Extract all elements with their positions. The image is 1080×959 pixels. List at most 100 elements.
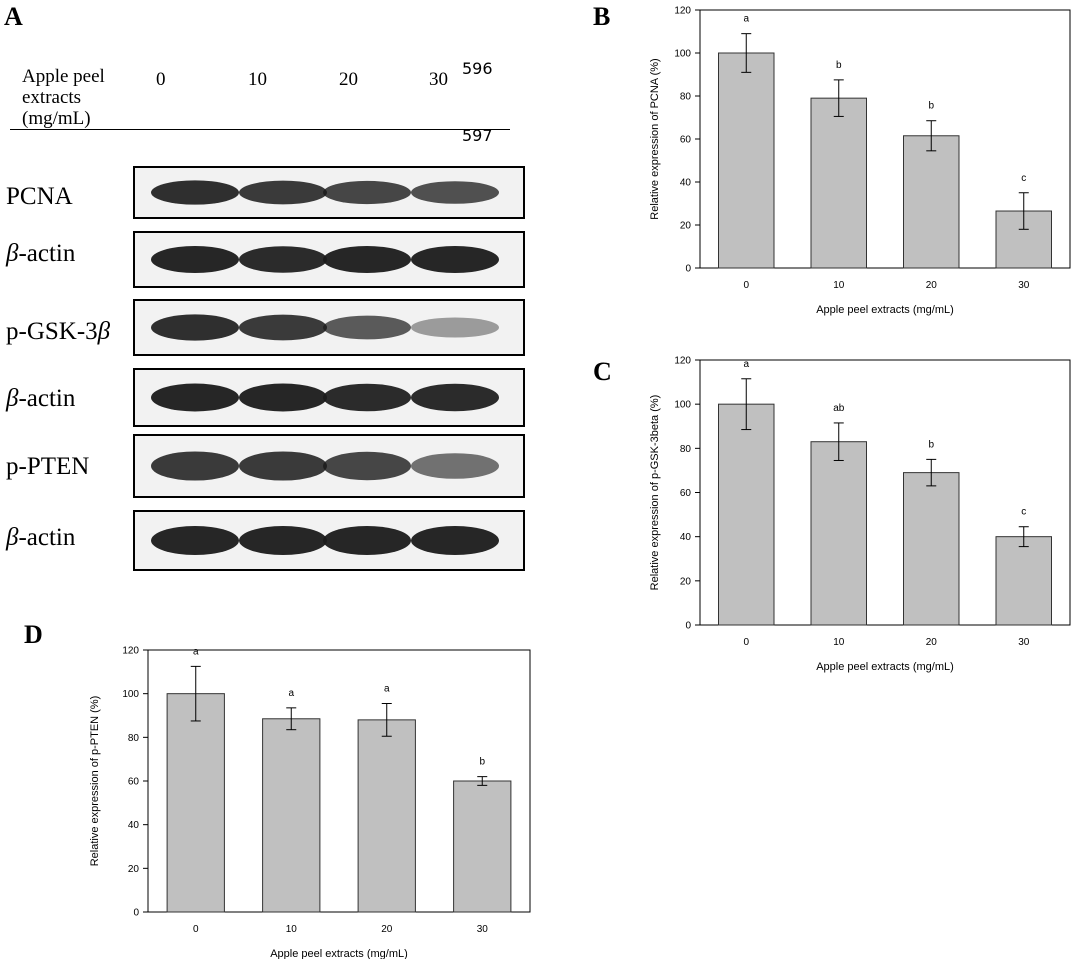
blot-band: [239, 451, 327, 481]
blot-band: [239, 383, 327, 412]
x-tick-label: 30: [1018, 637, 1030, 648]
x-tick-label: 20: [926, 280, 938, 291]
y-tick-label: 120: [674, 6, 691, 17]
bar: [903, 472, 960, 626]
bar: [166, 693, 225, 913]
x-tick-label: 30: [477, 924, 489, 935]
beta-symbol: β: [6, 385, 19, 412]
blot-band: [239, 246, 327, 273]
significance-letter: a: [743, 359, 749, 370]
bar: [810, 97, 867, 269]
dose-label-0: 0: [156, 69, 166, 90]
y-tick-label: 40: [128, 820, 140, 831]
panel-d-letter: D: [24, 620, 43, 649]
x-tick-label: 0: [193, 924, 199, 935]
y-tick-label: 40: [680, 532, 692, 543]
significance-letter: ab: [833, 403, 845, 414]
bar: [262, 718, 321, 913]
y-tick-label: 60: [680, 135, 692, 146]
treatment-header-line-2: extracts: [22, 87, 82, 108]
blot-band: [151, 180, 239, 205]
panel-a-letter: A: [4, 2, 23, 31]
y-tick-label: 120: [674, 356, 691, 367]
blot-band: [323, 315, 411, 340]
blot-label-pcna: PCNA: [6, 183, 73, 210]
x-tick-label: 30: [1018, 280, 1030, 291]
y-tick-label: 40: [680, 178, 692, 189]
header-divider: [10, 129, 510, 130]
blot-band: [151, 314, 239, 341]
blot-band: [323, 451, 411, 481]
blot-pgsk3b: [133, 299, 525, 356]
y-tick-label: 60: [680, 488, 692, 499]
y-tick-label: 100: [674, 400, 691, 411]
blot-band: [411, 317, 499, 338]
y-tick-label: 80: [680, 444, 692, 455]
y-tick-label: 20: [128, 864, 140, 875]
x-axis-title: Apple peel extracts (mg/mL): [816, 304, 954, 316]
y-tick-label: 100: [674, 49, 691, 60]
y-tick-label: 20: [680, 576, 692, 587]
x-tick-label: 0: [743, 637, 749, 648]
bar: [453, 780, 512, 913]
blot-label-text: -actin: [18, 524, 76, 551]
beta-symbol: β: [6, 240, 19, 267]
blot-band: [151, 526, 239, 555]
significance-letter: a: [193, 646, 199, 657]
blot-band: [411, 453, 499, 479]
beta-symbol: β: [97, 318, 111, 345]
line-number-596: 596: [462, 59, 493, 78]
x-tick-label: 10: [286, 924, 298, 935]
treatment-header-line-3: (mg/mL): [22, 108, 91, 129]
blot-band: [323, 246, 411, 273]
x-tick-label: 10: [833, 637, 845, 648]
chart-pten: 0 20 40 60 80 100 120 a 0 a 10 a 20 b 30 Apple peel ext…: [89, 646, 531, 959]
blot-actin-1: [133, 231, 525, 288]
y-tick-label: 0: [133, 908, 139, 919]
blot-band: [239, 314, 327, 341]
significance-letter: c: [1021, 507, 1026, 518]
significance-letter: a: [288, 688, 294, 699]
blot-band: [151, 451, 239, 481]
blot-band: [239, 180, 327, 205]
blot-label-actin-3: β-actin: [6, 524, 75, 552]
y-axis-title: Relative expression of p-GSK-3beta (%): [649, 395, 661, 591]
y-tick-label: 0: [685, 264, 691, 275]
blot-actin-3: [133, 510, 525, 571]
bar: [357, 719, 416, 913]
significance-letter: b: [928, 439, 934, 450]
y-axis-title: Relative expression of PCNA (%): [649, 58, 661, 219]
chart-pcna: 0 20 40 60 80 100 120 a 0 b 10 b 20 c 30 Apple peel ext…: [649, 6, 1071, 316]
x-tick-label: 0: [743, 280, 749, 291]
blot-label-text: p-GSK-3: [6, 318, 98, 345]
bar: [718, 52, 775, 269]
blot-label-text: -actin: [18, 240, 76, 267]
bar: [995, 536, 1052, 626]
blot-band: [151, 383, 239, 412]
blot-band: [411, 526, 499, 555]
line-number-597: 597: [462, 126, 493, 145]
panel-b-letter: B: [593, 2, 611, 31]
x-axis-title: Apple peel extracts (mg/mL): [816, 661, 954, 673]
x-axis-title: Apple peel extracts (mg/mL): [270, 948, 408, 959]
y-tick-label: 20: [680, 221, 692, 232]
y-tick-label: 120: [122, 646, 139, 657]
x-tick-label: 10: [833, 280, 845, 291]
significance-letter: b: [479, 757, 485, 768]
blot-band: [323, 526, 411, 555]
significance-letter: a: [384, 683, 390, 694]
blot-label-actin-2: β-actin: [6, 385, 75, 413]
blot-band: [151, 246, 239, 273]
blot-band: [411, 181, 499, 204]
y-tick-label: 100: [122, 689, 139, 700]
blot-label-pgsk3b: p-GSK-3β: [6, 318, 110, 346]
significance-letter: c: [1021, 173, 1026, 184]
dose-label-20: 20: [339, 69, 358, 90]
chart-pgsk3b: 0 20 40 60 80 100 120 a 0 ab 10 b 20 c 30 Apple peel ex…: [649, 356, 1071, 673]
blot-pten: [133, 434, 525, 498]
blot-label-actin-1: β-actin: [6, 240, 75, 268]
blot-pcna: [133, 166, 525, 219]
bar: [718, 403, 775, 626]
x-tick-label: 20: [381, 924, 393, 935]
treatment-header: Apple peel extracts (mg/mL): [22, 66, 105, 129]
